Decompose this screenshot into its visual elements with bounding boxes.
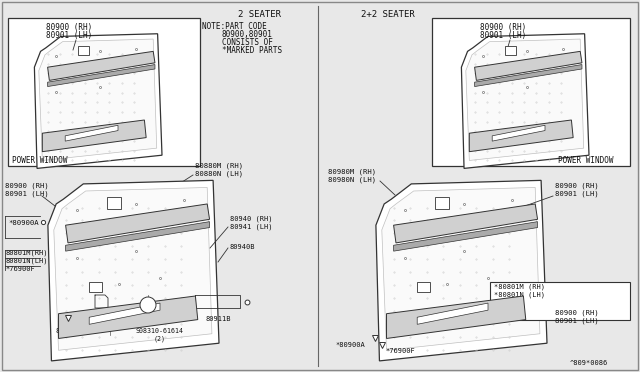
Polygon shape	[469, 120, 573, 152]
Polygon shape	[65, 125, 118, 141]
Text: *76900F: *76900F	[385, 348, 415, 354]
Bar	[435, 197, 449, 209]
Text: *80900A: *80900A	[335, 342, 365, 348]
Polygon shape	[48, 180, 219, 361]
Text: 80900 (RH): 80900 (RH)	[555, 182, 599, 189]
Text: POWER WINDOW: POWER WINDOW	[558, 156, 614, 165]
Text: 80801N(LH): 80801N(LH)	[5, 258, 47, 264]
Text: 80951: 80951	[92, 316, 113, 322]
Text: 80980N (LH): 80980N (LH)	[328, 176, 376, 183]
Text: POWER WINDOW: POWER WINDOW	[12, 156, 67, 165]
Text: 80900 (RH): 80900 (RH)	[46, 23, 92, 32]
Polygon shape	[42, 120, 146, 152]
Polygon shape	[394, 204, 538, 243]
Text: *MARKED PARTS: *MARKED PARTS	[222, 46, 282, 55]
Polygon shape	[475, 65, 582, 87]
Text: ^809*0086: ^809*0086	[570, 360, 608, 366]
Text: 80801M(RH): 80801M(RH)	[5, 250, 47, 257]
Bar	[8, 18, 200, 166]
Text: 80901 (LH): 80901 (LH)	[555, 318, 599, 324]
Text: *76900F: *76900F	[494, 300, 524, 306]
Polygon shape	[47, 65, 155, 87]
Circle shape	[140, 297, 156, 313]
Text: 80900 (RH): 80900 (RH)	[555, 310, 599, 317]
Text: 80901 (LH): 80901 (LH)	[5, 190, 49, 196]
Bar	[506, 46, 516, 55]
Text: 80911B: 80911B	[205, 316, 230, 322]
Polygon shape	[394, 222, 538, 251]
Text: 80880M (RH): 80880M (RH)	[195, 162, 243, 169]
Text: 80900 (RH): 80900 (RH)	[480, 23, 526, 32]
Polygon shape	[475, 51, 582, 80]
Polygon shape	[39, 39, 157, 160]
Polygon shape	[376, 180, 547, 361]
Bar	[432, 18, 630, 166]
Text: 80900 (RH): 80900 (RH)	[5, 182, 49, 189]
Bar	[79, 46, 89, 55]
Text: 2+2 SEATER: 2+2 SEATER	[361, 10, 415, 19]
Text: *80900A: *80900A	[8, 220, 38, 226]
Text: (2): (2)	[154, 336, 166, 343]
Text: 80940B: 80940B	[230, 244, 255, 250]
Polygon shape	[387, 296, 526, 339]
Bar	[417, 282, 430, 292]
Bar	[107, 197, 121, 209]
Polygon shape	[58, 296, 198, 339]
Text: 80940 (RH): 80940 (RH)	[230, 215, 273, 221]
Text: 80900,80901: 80900,80901	[222, 30, 273, 39]
Text: 80901 (LH): 80901 (LH)	[46, 31, 92, 40]
Text: *76900F: *76900F	[5, 266, 35, 272]
Polygon shape	[65, 204, 209, 243]
Polygon shape	[35, 34, 162, 169]
Text: *80801N (LH): *80801N (LH)	[494, 292, 545, 298]
Text: S08310-61614: S08310-61614	[136, 328, 184, 334]
Text: *80801M (RH): *80801M (RH)	[494, 284, 545, 291]
Polygon shape	[466, 39, 584, 160]
Text: CONSISTS OF: CONSISTS OF	[222, 38, 273, 47]
Text: 80901 (LH): 80901 (LH)	[555, 190, 599, 196]
Polygon shape	[65, 222, 209, 251]
Text: 80901 (LH): 80901 (LH)	[480, 31, 526, 40]
Polygon shape	[461, 34, 589, 169]
Bar	[89, 282, 102, 292]
Polygon shape	[54, 187, 212, 350]
Polygon shape	[417, 303, 488, 324]
Text: 80941 (LH): 80941 (LH)	[230, 223, 273, 230]
Text: 80880N (LH): 80880N (LH)	[195, 170, 243, 176]
Polygon shape	[47, 51, 155, 80]
Bar	[490, 282, 630, 320]
Polygon shape	[492, 125, 545, 141]
Text: 80980M (RH): 80980M (RH)	[328, 168, 376, 174]
Polygon shape	[382, 187, 540, 350]
Text: 2 SEATER: 2 SEATER	[239, 10, 282, 19]
Polygon shape	[89, 303, 160, 324]
Text: NOTE:PART CODE: NOTE:PART CODE	[202, 22, 267, 31]
Text: 80900F: 80900F	[55, 328, 81, 334]
